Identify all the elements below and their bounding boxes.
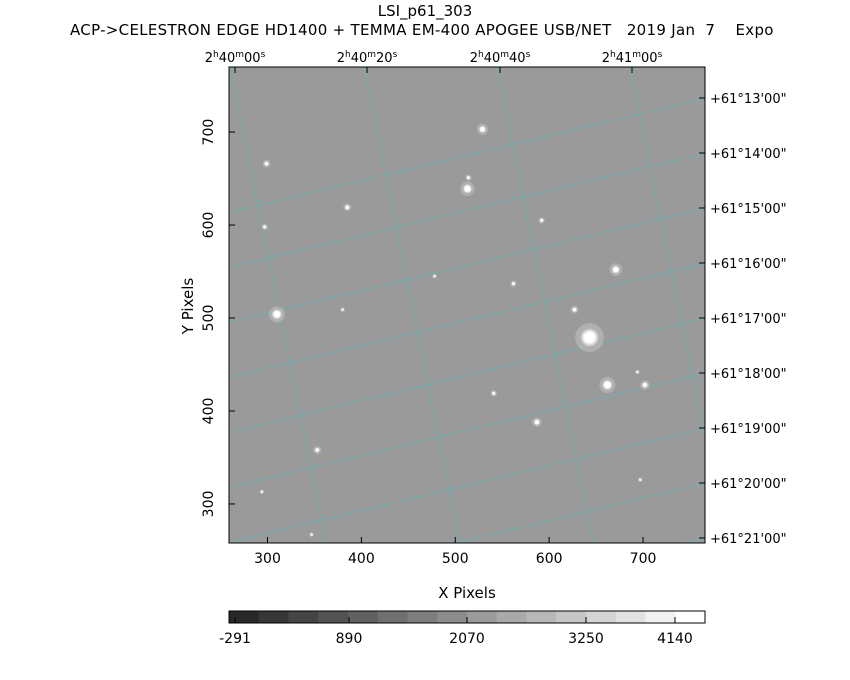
dec-grid-line bbox=[452, 482, 705, 543]
dec-grid-line bbox=[229, 427, 705, 543]
colorbar-label: -291 bbox=[219, 631, 251, 647]
colorbar-label: 3250 bbox=[568, 631, 604, 647]
colorbar-label: 4140 bbox=[657, 631, 693, 647]
dec-tick-label: +61°19'00" bbox=[710, 422, 787, 437]
y-tick-label: 500 bbox=[201, 305, 217, 332]
colorbar-segment bbox=[288, 611, 319, 623]
ra-grid-line bbox=[763, 67, 850, 543]
y-tick-label: 700 bbox=[201, 119, 217, 146]
dec-grid-line bbox=[229, 317, 705, 433]
dec-grid-line bbox=[229, 207, 705, 323]
star bbox=[466, 175, 471, 180]
star bbox=[539, 218, 544, 223]
ra-grid-line bbox=[629, 67, 705, 442]
colorbar: -291 890 2070 3250 4140 bbox=[219, 610, 706, 647]
colorbar-segment bbox=[526, 611, 557, 623]
coordinate-grid bbox=[229, 67, 850, 543]
colorbar-segment bbox=[407, 611, 438, 623]
plot-subtitle: ACP->CELESTRON EDGE HD1400 + TEMMA EM-40… bbox=[70, 21, 774, 39]
star bbox=[341, 308, 345, 312]
star bbox=[344, 204, 350, 210]
colorbar-segment bbox=[229, 611, 260, 623]
star bbox=[260, 490, 264, 494]
dec-grid-line bbox=[229, 97, 705, 213]
x-axis-title: X Pixels bbox=[438, 584, 496, 602]
ra-tick-label: 2h41m00s bbox=[602, 50, 663, 66]
colorbar-segment bbox=[645, 611, 676, 623]
dec-grid-line bbox=[229, 152, 705, 268]
colorbar-segment bbox=[586, 611, 617, 623]
dec-tick-label: +61°17'00" bbox=[710, 312, 787, 327]
colorbar-segment bbox=[258, 611, 289, 623]
ra-tick-label: 2h40m20s bbox=[337, 50, 398, 66]
star bbox=[264, 161, 270, 167]
image-background bbox=[229, 67, 705, 543]
x-tick-label: 500 bbox=[442, 551, 469, 567]
dec-tick-label: +61°20'00" bbox=[710, 477, 787, 492]
star bbox=[478, 125, 486, 133]
star bbox=[314, 447, 320, 453]
dec-tick-label: +61°21'00" bbox=[710, 532, 787, 547]
colorbar-segment bbox=[348, 611, 379, 623]
image-frame bbox=[228, 66, 706, 544]
star bbox=[571, 307, 577, 313]
star bbox=[641, 381, 648, 388]
dec-tick-label: +61°18'00" bbox=[710, 367, 787, 382]
colorbar-segment bbox=[675, 611, 706, 623]
dec-grid-line bbox=[229, 372, 705, 488]
star bbox=[635, 370, 639, 374]
dec-tick-label: +61°14'00" bbox=[710, 147, 787, 162]
colorbar-segment bbox=[556, 611, 587, 623]
colorbar-segment bbox=[377, 611, 408, 623]
colorbar-label: 890 bbox=[336, 631, 363, 647]
x-tick-label: 300 bbox=[254, 551, 281, 567]
colorbar-segment bbox=[496, 611, 527, 623]
star bbox=[462, 184, 472, 194]
star bbox=[533, 419, 540, 426]
star bbox=[491, 391, 496, 396]
y-tick-label: 300 bbox=[201, 491, 217, 518]
x-tick-label: 400 bbox=[348, 551, 375, 567]
star bbox=[511, 281, 516, 286]
stars bbox=[259, 123, 650, 538]
y-axis-title: Y Pixels bbox=[179, 278, 197, 336]
ra-grid-line bbox=[496, 67, 594, 543]
ra-tick-label: 2h40m40s bbox=[470, 50, 531, 66]
dec-grid-line bbox=[229, 262, 705, 378]
star bbox=[262, 224, 267, 229]
star bbox=[271, 309, 282, 320]
dec-tick-label: +61°16'00" bbox=[710, 257, 787, 272]
star bbox=[310, 533, 314, 537]
star bbox=[602, 379, 613, 390]
star bbox=[611, 265, 620, 274]
axes: 300 400 500 600 700 300 400 500 600 700 2h40m00s 2h… bbox=[201, 50, 787, 567]
ra-grid-line bbox=[363, 67, 461, 543]
y-tick-label: 400 bbox=[201, 398, 217, 425]
colorbar-label: 2070 bbox=[449, 631, 485, 647]
x-tick-label: 700 bbox=[630, 551, 657, 567]
ra-grid-line bbox=[229, 67, 327, 543]
dec-tick-label: +61°13'00" bbox=[710, 92, 787, 107]
colorbar-segment bbox=[318, 611, 349, 623]
plot-title: LSI_p61_303 bbox=[377, 2, 473, 20]
y-tick-label: 600 bbox=[201, 212, 217, 239]
star bbox=[638, 478, 642, 482]
ra-tick-label: 2h40m00s bbox=[205, 50, 266, 66]
colorbar-segment bbox=[437, 611, 468, 623]
star bbox=[433, 274, 437, 278]
dec-tick-label: +61°15'00" bbox=[710, 202, 787, 217]
colorbar-segment bbox=[467, 611, 498, 623]
star bbox=[580, 328, 599, 347]
x-tick-label: 600 bbox=[536, 551, 563, 567]
colorbar-segment bbox=[615, 611, 646, 623]
